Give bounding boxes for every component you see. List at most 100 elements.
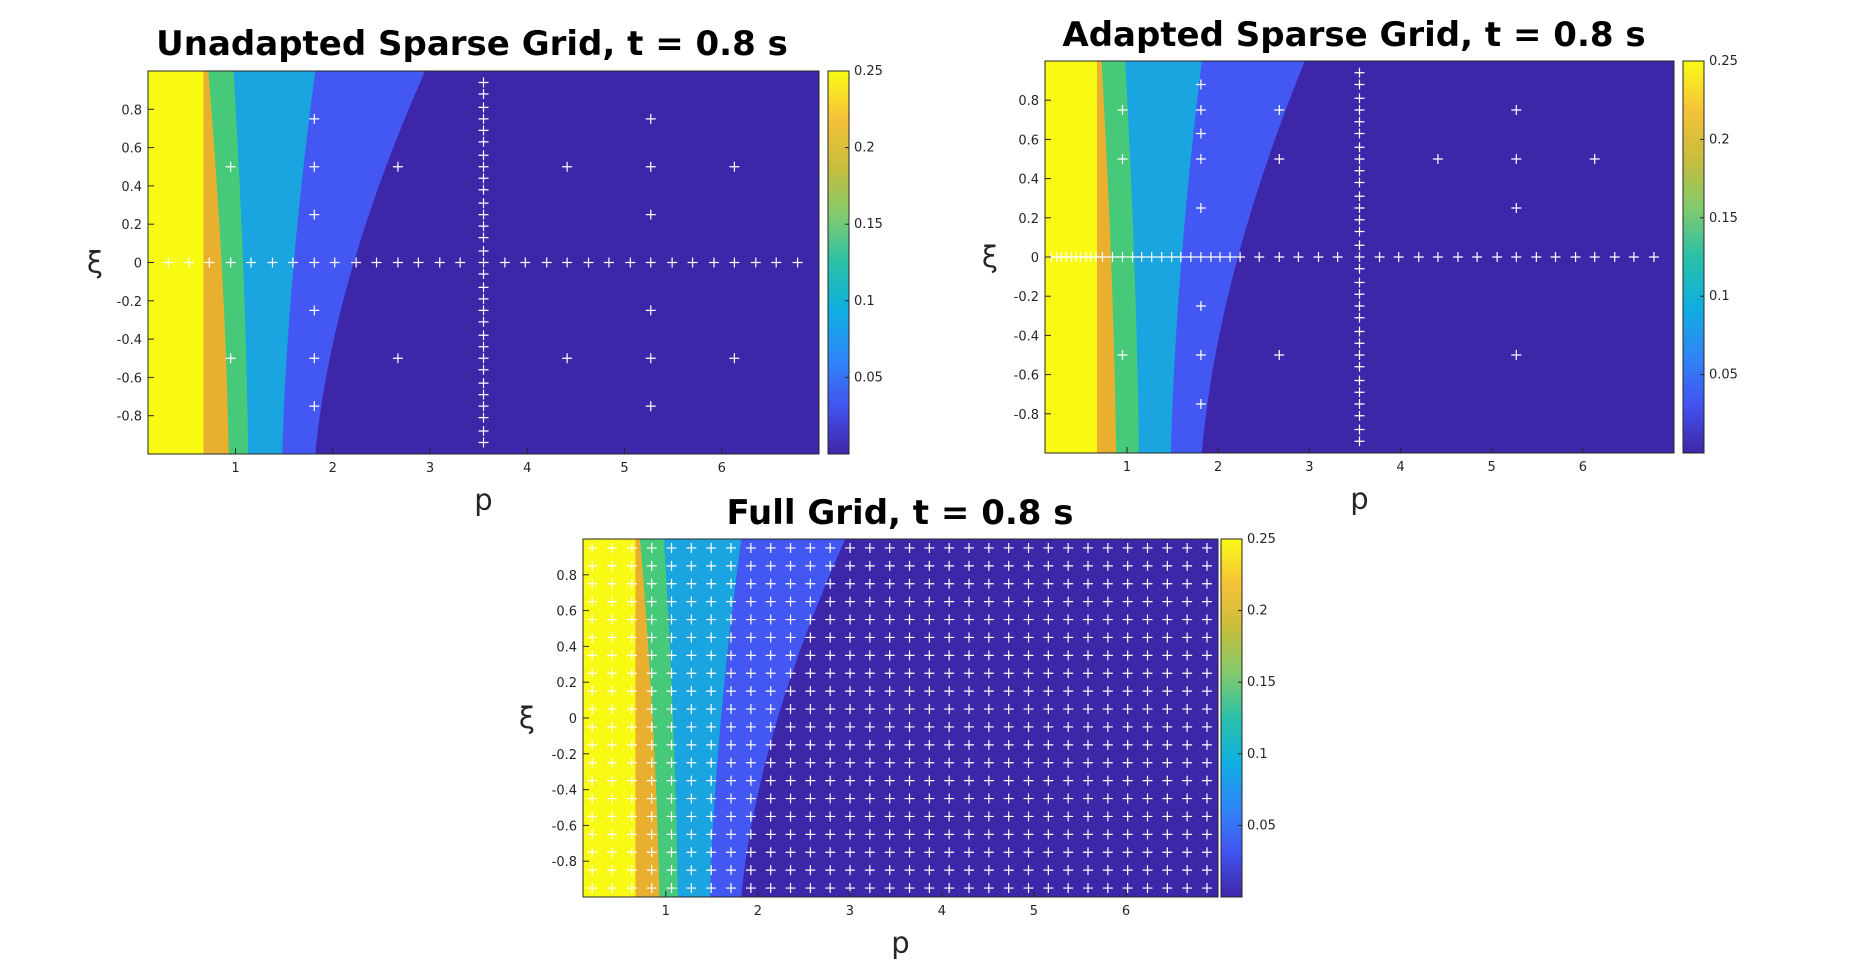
grid-point-marker xyxy=(666,578,677,589)
grid-point-marker xyxy=(706,614,717,625)
grid-point-marker xyxy=(1182,883,1193,894)
grid-point-marker xyxy=(478,184,489,195)
grid-point-marker xyxy=(726,811,737,822)
grid-point-marker xyxy=(1117,252,1128,262)
grid-point-marker xyxy=(864,686,875,697)
grid-point-marker xyxy=(983,865,994,876)
grid-point-marker xyxy=(603,257,614,268)
grid-point-marker xyxy=(587,721,598,732)
grid-point-marker xyxy=(646,847,657,858)
grid-point-marker xyxy=(645,113,656,124)
grid-point-marker xyxy=(1175,252,1186,262)
x-tick-label: 2 xyxy=(1214,460,1222,475)
grid-point-marker xyxy=(726,793,737,804)
grid-point-marker xyxy=(1122,865,1133,876)
grid-point-marker xyxy=(765,865,776,876)
grid-point-marker xyxy=(1162,847,1173,858)
grid-point-marker xyxy=(1102,865,1113,876)
grid-point-marker xyxy=(765,596,776,607)
grid-point-marker xyxy=(1102,721,1113,732)
grid-point-marker xyxy=(587,811,598,822)
grid-point-marker xyxy=(726,883,737,894)
grid-point-marker xyxy=(745,847,756,858)
grid-point-marker xyxy=(309,305,320,316)
grid-point-marker xyxy=(478,77,489,88)
grid-point-marker xyxy=(1102,793,1113,804)
grid-point-marker xyxy=(785,847,796,858)
grid-point-marker xyxy=(983,847,994,858)
grid-point-marker xyxy=(686,793,697,804)
grid-point-marker xyxy=(562,353,573,364)
grid-point-marker xyxy=(785,829,796,840)
grid-point-marker xyxy=(1003,686,1014,697)
x-axis-label: p xyxy=(1350,482,1368,516)
grid-point-marker xyxy=(587,865,598,876)
grid-point-marker xyxy=(646,757,657,768)
grid-point-marker xyxy=(626,686,637,697)
grid-point-marker xyxy=(1313,252,1324,262)
grid-point-marker xyxy=(626,865,637,876)
colorbar-tick-label: 0.1 xyxy=(1247,747,1268,762)
y-tick-label: -0.2 xyxy=(1014,290,1039,305)
x-tick-label: 2 xyxy=(754,904,762,919)
grid-point-marker xyxy=(1142,883,1153,894)
grid-point-marker xyxy=(983,686,994,697)
grid-point-marker xyxy=(805,811,816,822)
grid-point-marker xyxy=(1122,542,1133,553)
grid-point-marker xyxy=(1063,668,1074,679)
grid-point-marker xyxy=(706,668,717,679)
grid-point-marker xyxy=(904,721,915,732)
grid-point-marker xyxy=(944,883,955,894)
grid-point-marker xyxy=(904,811,915,822)
grid-point-marker xyxy=(587,650,598,661)
grid-point-marker xyxy=(706,560,717,571)
grid-point-marker xyxy=(904,704,915,715)
grid-point-marker xyxy=(845,650,856,661)
grid-point-marker xyxy=(587,704,598,715)
grid-point-marker xyxy=(686,883,697,894)
grid-point-marker xyxy=(845,686,856,697)
grid-point-marker xyxy=(478,150,489,161)
grid-point-marker xyxy=(924,668,935,679)
grid-point-marker xyxy=(646,650,657,661)
grid-point-marker xyxy=(607,775,618,786)
grid-point-marker xyxy=(785,596,796,607)
grid-point-marker xyxy=(1162,560,1173,571)
grid-point-marker xyxy=(1122,883,1133,894)
grid-point-marker xyxy=(1393,252,1404,262)
grid-point-marker xyxy=(204,257,215,268)
grid-point-marker xyxy=(825,811,836,822)
grid-point-marker xyxy=(1182,757,1193,768)
grid-point-marker xyxy=(983,560,994,571)
grid-point-marker xyxy=(1023,686,1034,697)
grid-point-marker xyxy=(983,775,994,786)
grid-point-marker xyxy=(825,632,836,643)
grid-point-marker xyxy=(1162,596,1173,607)
grid-point-marker xyxy=(562,161,573,172)
grid-point-marker xyxy=(1354,301,1365,311)
grid-point-marker xyxy=(845,614,856,625)
grid-point-marker xyxy=(983,614,994,625)
grid-point-marker xyxy=(666,650,677,661)
grid-point-marker xyxy=(1083,704,1094,715)
grid-point-marker xyxy=(729,353,740,364)
grid-point-marker xyxy=(1063,632,1074,643)
grid-point-marker xyxy=(924,560,935,571)
grid-point-marker xyxy=(1354,165,1365,176)
grid-point-marker xyxy=(686,739,697,750)
grid-point-marker xyxy=(1354,277,1365,288)
grid-point-marker xyxy=(964,614,975,625)
x-axis-label: p xyxy=(474,483,492,517)
grid-point-marker xyxy=(1063,739,1074,750)
grid-point-marker xyxy=(904,775,915,786)
grid-point-marker xyxy=(666,865,677,876)
grid-point-marker xyxy=(864,560,875,571)
grid-point-marker xyxy=(1182,793,1193,804)
grid-point-marker xyxy=(478,389,489,400)
grid-point-marker xyxy=(1182,829,1193,840)
grid-points xyxy=(587,542,1212,894)
grid-point-marker xyxy=(1003,883,1014,894)
grid-point-marker xyxy=(1354,361,1365,372)
grid-point-marker xyxy=(964,686,975,697)
grid-point-marker xyxy=(964,721,975,732)
